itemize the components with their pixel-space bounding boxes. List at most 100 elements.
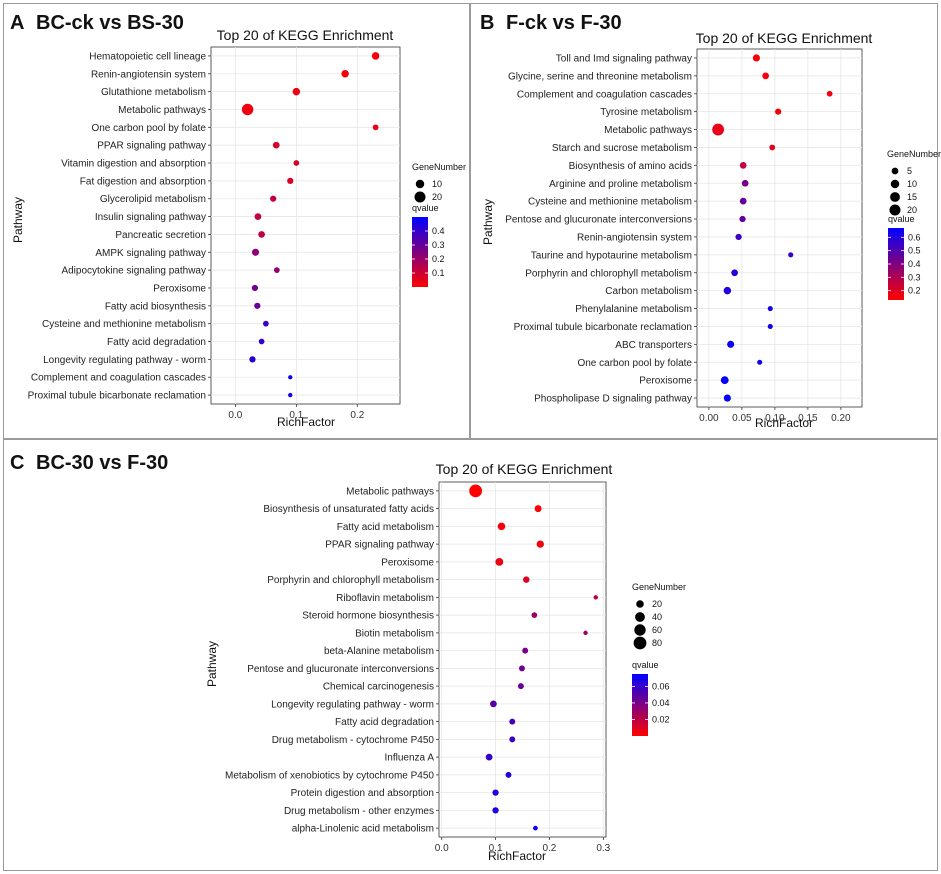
data-point — [723, 286, 732, 295]
size-legend-label: 80 — [652, 638, 662, 648]
pathway-label: Drug metabolism - other enzymes — [284, 806, 434, 817]
pathway-label: Metabolism of xenobiotics by cytochrome … — [225, 770, 434, 781]
data-point — [712, 123, 725, 136]
data-point — [254, 213, 262, 220]
data-point — [531, 612, 538, 618]
panel-letter: B — [480, 12, 494, 34]
colorbar-label: 0.5 — [908, 246, 921, 256]
colorbar — [632, 674, 648, 736]
panel-title: F-ck vs F-30 — [506, 12, 622, 34]
data-point — [523, 576, 530, 583]
size-legend-label: 15 — [907, 192, 917, 202]
colorbar-label: 0.3 — [908, 272, 921, 282]
data-point — [288, 392, 293, 398]
data-point — [495, 557, 504, 566]
x-tick-label: 0.15 — [798, 413, 818, 424]
data-point — [469, 484, 483, 498]
data-point — [258, 338, 265, 345]
colorbar-label: 0.6 — [908, 232, 921, 242]
x-axis-label: RichFactor — [488, 849, 546, 863]
chart-title: Top 20 of KEGG Enrichment — [436, 461, 613, 477]
size-legend-dot — [889, 204, 901, 216]
pathway-label: alpha-Linolenic acid metabolism — [292, 824, 434, 835]
data-point — [492, 789, 499, 796]
pathway-label: One carbon pool by folate — [577, 358, 692, 369]
pathway-label: Fatty acid degradation — [107, 337, 206, 348]
size-legend-dot — [890, 179, 900, 189]
data-point — [517, 683, 524, 690]
size-legend-dot — [635, 612, 645, 622]
data-point — [272, 141, 280, 149]
size-legend-dot — [634, 624, 646, 636]
pathway-label: Tyrosine metabolism — [600, 107, 692, 118]
size-legend-label: 10 — [432, 179, 442, 189]
pathway-label: Fatty acid degradation — [335, 717, 434, 728]
data-point — [251, 248, 260, 256]
pathway-label: Chemical carcinogenesis — [323, 682, 434, 693]
data-point — [757, 359, 763, 365]
size-legend-label: 5 — [907, 166, 912, 176]
data-point — [372, 124, 379, 131]
data-point — [583, 630, 588, 636]
size-legend-dot — [633, 636, 647, 650]
plot-area — [438, 481, 607, 838]
pathway-label: Toll and Imd signaling pathway — [556, 53, 692, 64]
x-tick-label: 0.05 — [732, 413, 752, 424]
x-axis-label: RichFactor — [277, 415, 335, 429]
pathway-label: Pentose and glucuronate interconversions — [247, 664, 434, 675]
x-tick-label: 0.2 — [542, 843, 556, 854]
pathway-label: Hematopoietic cell lineage — [89, 51, 206, 62]
pathway-label: Protein digestion and absorption — [291, 788, 434, 799]
size-legend-dot — [891, 167, 899, 175]
data-point — [727, 340, 735, 348]
pathway-label: Renin-angiotensin system — [577, 232, 692, 243]
data-point — [720, 376, 729, 385]
pathway-label: Peroxisome — [153, 283, 206, 294]
pathway-label: Influenza A — [385, 753, 435, 764]
data-point — [497, 522, 506, 531]
pathway-label: Cysteine and methionine metabolism — [42, 319, 206, 330]
pathway-label: AMPK signaling pathway — [95, 248, 206, 259]
size-legend-label: 20 — [907, 205, 917, 215]
panel-letter: C — [10, 452, 24, 474]
data-point — [739, 215, 746, 223]
pathway-label: Longevity regulating pathway - worm — [271, 699, 434, 710]
pathway-label: Glutathione metabolism — [101, 87, 206, 98]
size-legend-title: GeneNumber — [412, 162, 466, 172]
data-point — [293, 160, 300, 166]
data-point — [292, 87, 301, 96]
size-legend-dot — [414, 191, 426, 203]
panel-letter: A — [10, 12, 24, 34]
size-legend-label: 20 — [652, 599, 662, 609]
data-point — [371, 52, 380, 60]
plot-area — [210, 46, 401, 405]
y-axis-label: Pathway — [11, 197, 25, 243]
size-legend-title: GeneNumber — [632, 582, 686, 592]
x-tick-label: 0.2 — [350, 410, 364, 421]
pathway-label: Steroid hormone biosynthesis — [302, 611, 434, 622]
pathway-label: ABC transporters — [615, 340, 692, 351]
x-tick-label: 0.00 — [699, 413, 719, 424]
colorbar-label: 0.4 — [432, 226, 445, 236]
data-point — [492, 807, 499, 814]
size-legend-dot — [415, 179, 425, 189]
data-point — [731, 269, 738, 277]
pathway-label: Renin-angiotensin system — [91, 69, 206, 80]
color-legend-title: qvalue — [632, 660, 659, 670]
data-point — [509, 736, 516, 743]
pathway-label: Metabolic pathways — [346, 486, 434, 497]
data-point — [826, 90, 833, 97]
x-tick-label: 0.1 — [489, 843, 503, 854]
pathway-label: Adipocytokine signaling pathway — [61, 266, 206, 277]
data-point — [249, 356, 256, 363]
pathway-label: Porphyrin and chlorophyll metabolism — [525, 268, 692, 279]
data-point — [762, 72, 769, 80]
pathway-label: PPAR signaling pathway — [97, 141, 206, 152]
colorbar-label: 0.06 — [652, 681, 670, 691]
pathway-label: Cysteine and methionine metabolism — [528, 197, 692, 208]
pathway-label: Fatty acid biosynthesis — [105, 301, 206, 312]
pathway-label: Insulin signaling pathway — [95, 212, 206, 223]
pathway-label: Biotin metabolism — [355, 628, 434, 639]
pathway-label: Carbon metabolism — [605, 286, 692, 297]
chart-panel-b: B F-ck vs F-30 Top 20 of KEGG Enrichment 0.… — [480, 12, 941, 430]
